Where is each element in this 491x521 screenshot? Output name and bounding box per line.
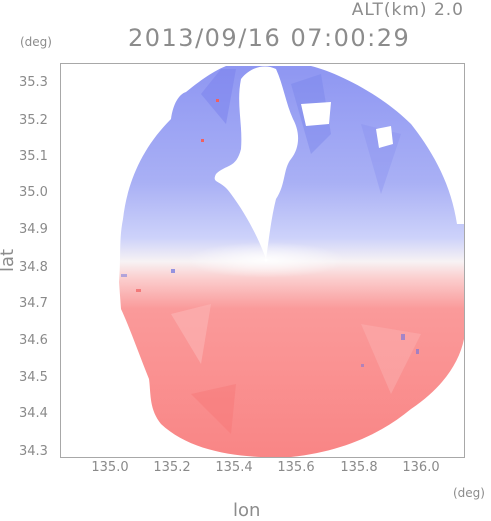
y-tick-label: 35.1 [19, 149, 48, 164]
x-tick-label: 136.0 [402, 460, 440, 475]
x-tick-label: 135.0 [91, 460, 129, 475]
x-tick-label: 135.4 [215, 460, 253, 475]
y-axis-title: lat [0, 248, 19, 273]
y-tick-label: 34.7 [19, 296, 48, 311]
y-tick-label: 34.5 [19, 370, 48, 385]
velocity-field [119, 66, 464, 457]
lon-unit-label: (deg) [453, 486, 485, 500]
scan-timestamp: 2013/09/16 07:00:29 [128, 24, 411, 52]
x-tick-label: 135.8 [340, 460, 378, 475]
lat-unit-label: (deg) [20, 35, 52, 49]
y-tick-label: 34.3 [19, 444, 48, 459]
radar-plot-frame [60, 63, 465, 458]
y-tick-label: 34.4 [19, 406, 48, 421]
radar-site-marker [264, 258, 268, 262]
y-tick-label: 34.9 [19, 222, 48, 237]
no-data-region [214, 66, 299, 259]
y-tick-label: 35.0 [19, 185, 48, 200]
y-tick-label: 35.2 [19, 113, 48, 128]
y-tick-label: 35.3 [19, 75, 48, 90]
x-tick-label: 135.2 [153, 460, 191, 475]
doppler-velocity-map [119, 66, 464, 457]
altitude-label: ALT(km) 2.0 [351, 0, 464, 20]
y-tick-label: 34.8 [19, 260, 48, 275]
x-tick-label: 135.6 [277, 460, 315, 475]
x-axis-title: lon [233, 500, 261, 521]
y-tick-label: 34.6 [19, 333, 48, 348]
